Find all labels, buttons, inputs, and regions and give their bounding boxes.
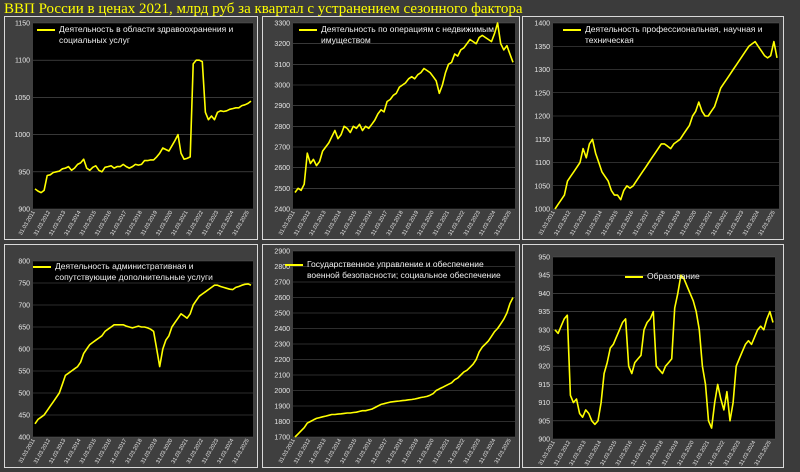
y-tick-label: 400	[18, 435, 30, 442]
chart-svg: 40045050055060065070075080031.03.201131.…	[18, 259, 253, 465]
y-tick-label: 750	[18, 281, 30, 288]
y-tick-label: 2900	[274, 103, 290, 110]
y-tick-label: 2800	[274, 264, 290, 271]
y-tick-label: 940	[538, 291, 550, 298]
series-line	[554, 274, 774, 429]
y-tick-label: 935	[538, 309, 550, 316]
y-tick-label: 1900	[274, 404, 290, 411]
series-line	[294, 22, 514, 193]
y-tick-label: 2400	[274, 326, 290, 333]
y-tick-label: 1800	[274, 419, 290, 426]
y-tick-label: 2600	[274, 165, 290, 172]
y-tick-label: 920	[538, 364, 550, 371]
y-tick-label: 2900	[274, 249, 290, 256]
y-tick-label: 500	[18, 391, 30, 398]
series-line	[294, 297, 514, 438]
legend-swatch	[625, 276, 643, 278]
chart-legend: Деятельность по операциям с недвижимым и…	[299, 24, 499, 46]
y-tick-label: 910	[538, 400, 550, 407]
series-line	[554, 40, 778, 210]
y-tick-label: 1200	[534, 114, 550, 121]
legend-label: Деятельность в области здравоохранения и…	[59, 24, 234, 45]
y-tick-label: 2100	[274, 373, 290, 380]
y-tick-label: 1100	[535, 160, 550, 167]
plot-area	[293, 23, 515, 209]
legend-swatch	[285, 264, 303, 266]
chart-panel-1: 900 950 1000 1050 1100 1150 31.03.2011 31.03.20…	[4, 16, 258, 240]
legend-swatch	[33, 266, 51, 268]
y-tick-label: 3300	[274, 21, 290, 28]
y-tick-label: 2600	[274, 295, 290, 302]
y-tick-label: 915	[538, 382, 550, 389]
y-tick-label: 1250	[534, 90, 550, 97]
y-tick-label: 2400	[274, 207, 290, 214]
series-line	[34, 59, 252, 194]
y-tick-label: 900	[538, 437, 550, 444]
y-tick-label: 1050	[14, 95, 30, 102]
chart-svg: 900950100010501100115031.03.201131.03.20…	[14, 21, 253, 237]
chart-legend: Деятельность профессиональная, научная и…	[563, 24, 763, 46]
y-tick-label: 3200	[274, 41, 290, 48]
y-tick-label: 1000	[534, 207, 550, 214]
chart-svg: 2400 2500 2600 2700 2800 2900 3000 3100 3200 3300…	[274, 21, 515, 237]
y-tick-label: 1150	[15, 21, 30, 28]
chart-legend: Государственное управление и обеспечение…	[285, 259, 515, 281]
plot-area	[33, 23, 253, 209]
y-tick-label: 550	[18, 369, 30, 376]
y-tick-label: 650	[18, 325, 30, 332]
legend-swatch	[563, 29, 581, 31]
chart-panel-3: 1000 1050 1100 1150 1200 1250 1300 1350 1400 31.0…	[522, 16, 784, 240]
y-tick-label: 2300	[274, 342, 290, 349]
y-tick-label: 2000	[274, 388, 290, 395]
legend-label: Государственное управление и обеспечение…	[307, 259, 501, 280]
y-tick-label: 2700	[274, 145, 290, 152]
y-tick-label: 2700	[274, 280, 290, 287]
y-tick-label: 1000	[14, 132, 30, 139]
y-tick-label: 2500	[274, 186, 290, 193]
legend-label: Деятельность по операциям с недвижимым и…	[321, 24, 495, 45]
x-tick-label: 31.03.2025	[758, 210, 777, 237]
y-tick-label: 2500	[274, 311, 290, 318]
y-tick-label: 600	[18, 347, 30, 354]
chart-legend: Деятельность в области здравоохранения и…	[37, 24, 247, 46]
chart-svg: 1000 1050 1100 1150 1200 1250 1300 1350 1400 31.0…	[534, 21, 779, 237]
y-tick-label: 700	[18, 303, 30, 310]
legend-label: Образование	[647, 271, 700, 281]
y-tick-label: 2800	[274, 124, 290, 131]
page-title: ВВП России в ценах 2021, млрд руб за ква…	[4, 1, 523, 17]
y-tick-label: 3100	[274, 62, 290, 69]
y-tick-label: 1150	[535, 137, 550, 144]
y-tick-label: 900	[18, 207, 30, 214]
y-tick-label: 1400	[534, 21, 550, 28]
y-tick-label: 945	[538, 273, 550, 280]
legend-swatch	[37, 29, 55, 31]
chart-svg: 90090591091592092593093594094595031.03.2…	[538, 255, 775, 467]
y-tick-label: 950	[18, 169, 30, 176]
legend-label: Деятельность административная и сопутств…	[55, 261, 213, 282]
y-tick-label: 3000	[274, 83, 290, 90]
y-tick-label: 905	[538, 418, 550, 425]
chart-panel-6: 900 905 910 915 920 925 930 935 940 945 950 31.03.2…	[522, 244, 784, 468]
legend-label: Деятельность профессиональная, научная и…	[585, 24, 763, 45]
series-line	[34, 283, 252, 425]
chart-panel-5: 1700 1800 1900 2000 2100 2200 2300 2400 2500 2600…	[262, 244, 520, 468]
y-tick-label: 950	[538, 255, 550, 262]
y-tick-label: 1350	[534, 44, 550, 51]
y-tick-label: 1050	[534, 183, 550, 190]
y-tick-label: 1300	[534, 67, 550, 74]
y-tick-label: 930	[538, 327, 550, 334]
chart-legend: Образование	[625, 271, 745, 282]
y-tick-label: 925	[538, 346, 550, 353]
legend-swatch	[299, 29, 317, 31]
y-tick-label: 800	[18, 259, 30, 266]
y-tick-label: 1700	[274, 435, 290, 442]
y-tick-label: 2200	[274, 357, 290, 364]
chart-legend: Деятельность административная и сопутств…	[33, 261, 248, 283]
y-tick-label: 1100	[15, 58, 30, 65]
chart-panel-4: 400 450 500 550 600 650 700 750 800 31.03.2011 31.…	[4, 244, 258, 468]
chart-svg: 1700 1800 1900 2000 2100 2200 2300 2400 2500 2600…	[274, 249, 515, 465]
y-tick-label: 450	[18, 413, 30, 420]
chart-panel-2: 2400 2500 2600 2700 2800 2900 3000 3100 3200 3300…	[262, 16, 520, 240]
